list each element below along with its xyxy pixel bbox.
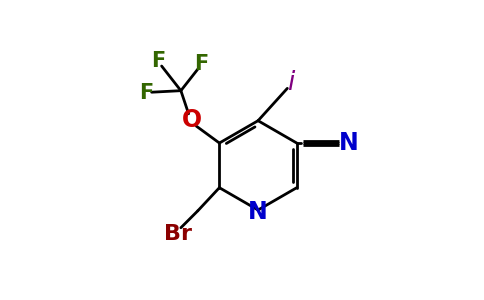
- Text: N: N: [338, 131, 358, 155]
- Text: N: N: [248, 200, 268, 224]
- Text: i: i: [287, 70, 295, 96]
- Text: O: O: [182, 108, 202, 132]
- Text: Br: Br: [164, 224, 192, 244]
- Text: F: F: [151, 51, 166, 70]
- Text: F: F: [139, 83, 153, 103]
- Text: F: F: [195, 54, 209, 74]
